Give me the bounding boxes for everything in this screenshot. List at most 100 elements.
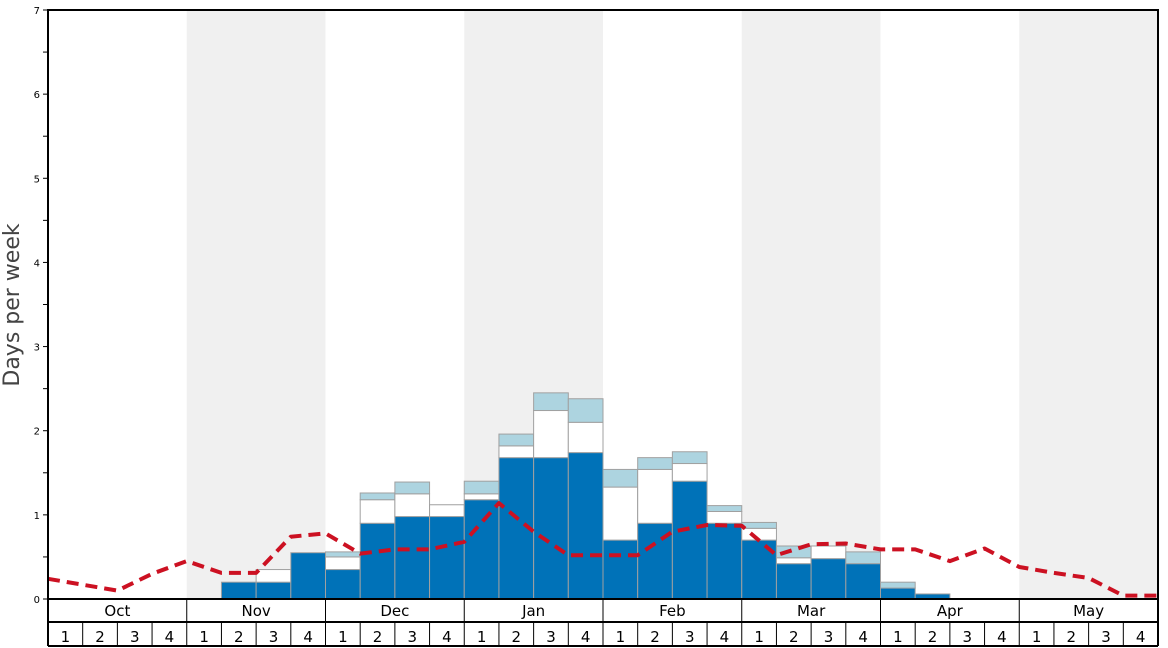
week-label: 2 (928, 628, 938, 646)
week-label: 4 (581, 628, 591, 646)
bar-segment-light (359, 492, 396, 501)
bar-segment-mid (671, 463, 708, 482)
week-label: 3 (824, 628, 834, 646)
bar-segment-dark (775, 563, 812, 600)
week-label: 1 (199, 628, 209, 646)
week-label: 2 (1067, 628, 1077, 646)
y-tick-label: 6 (34, 90, 40, 101)
bar-segment-light (671, 451, 708, 465)
bar-segment-dark (671, 480, 708, 600)
week-label: 3 (407, 628, 417, 646)
bar-segment-dark (845, 563, 881, 600)
week-label: 1 (754, 628, 764, 646)
month-label-nov: Nov (241, 602, 270, 620)
month-shade-nov (186, 10, 326, 599)
month-label-oct: Oct (104, 602, 130, 620)
month-label-mar: Mar (797, 602, 826, 620)
week-label: 3 (685, 628, 695, 646)
week-label: 2 (512, 628, 522, 646)
week-label: 4 (858, 628, 868, 646)
y-tick-label: 2 (34, 427, 40, 438)
bar-segment-dark (463, 499, 500, 600)
week-label: 4 (997, 628, 1007, 646)
bar-segment-light (706, 505, 743, 512)
week-label: 3 (962, 628, 972, 646)
bar-segment-mid (359, 499, 396, 524)
average-dashed-line (47, 501, 1158, 598)
bar-segment-light (533, 392, 569, 412)
y-tick-label: 4 (34, 258, 40, 269)
week-label: 4 (303, 628, 313, 646)
month-label-apr: Apr (937, 602, 964, 620)
bar-segment-dark (602, 539, 639, 600)
bar-segment-dark (220, 581, 257, 600)
y-tick-label: 5 (34, 174, 40, 185)
week-label: 3 (269, 628, 279, 646)
bar-segment-mid (394, 493, 431, 518)
bar-segment-mid (255, 569, 292, 583)
bar-segment-dark (394, 516, 431, 600)
month-label-feb: Feb (659, 602, 686, 620)
bar-segment-mid (498, 445, 535, 459)
bar-segment-dark (880, 587, 916, 600)
week-label: 2 (234, 628, 244, 646)
bar-segment-light (602, 468, 639, 488)
x-axis-table: Oct Nov Dec Jan Feb Mar Apr May 1 2 3 4 1 2 3 4 1 2 3 4 1 2 3 4… (47, 599, 1159, 647)
bar-segment-mid (325, 556, 361, 571)
y-axis-label: Days per week (0, 223, 25, 386)
bar-segment-dark (567, 452, 604, 600)
bar-segment-mid (637, 468, 673, 524)
week-label: 1 (61, 628, 71, 646)
month-label-may: May (1073, 602, 1104, 620)
bar-segment-light (741, 521, 777, 529)
week-label: 4 (720, 628, 730, 646)
week-label: 4 (165, 628, 175, 646)
y-axis: 0 1 2 3 4 5 6 7 (34, 6, 48, 606)
bar-segment-light (845, 551, 881, 565)
bar-segment-mid (429, 504, 465, 518)
bar-segment-dark (255, 581, 292, 600)
y-tick-label: 1 (34, 511, 40, 522)
month-shade-may (1019, 10, 1158, 599)
week-label: 1 (616, 628, 626, 646)
week-label: 3 (1101, 628, 1111, 646)
week-label: 4 (1136, 628, 1146, 646)
bar-segment-dark (325, 569, 361, 600)
week-label: 3 (546, 628, 556, 646)
bar-segment-mid (567, 421, 604, 454)
bar-segment-mid (775, 557, 812, 565)
y-tick-label: 7 (34, 6, 40, 17)
bar-segment-dark (359, 522, 396, 600)
bar-segment-dark (810, 558, 847, 600)
bar-segment-dark (429, 516, 465, 600)
week-label: 1 (893, 628, 903, 646)
month-label-jan: Jan (521, 602, 545, 620)
month-shade-mar (741, 10, 881, 599)
bar-segment-dark (533, 457, 569, 600)
week-label: 2 (95, 628, 105, 646)
bar-segment-mid (463, 493, 500, 501)
week-label: 2 (650, 628, 660, 646)
bar-segment-mid (533, 410, 569, 459)
bar-segment-dark (706, 522, 743, 600)
week-label: 4 (442, 628, 452, 646)
bar-segment-light (325, 551, 361, 558)
month-label-dec: Dec (380, 602, 409, 620)
week-label: 2 (789, 628, 799, 646)
bar-segment-light (880, 581, 916, 589)
bar-segment-mid (810, 545, 847, 560)
average-line-layer (47, 501, 1158, 598)
week-label: 1 (1032, 628, 1042, 646)
bar-segment-light (498, 433, 535, 447)
week-label: 2 (373, 628, 383, 646)
bar-segment-light (567, 398, 604, 423)
week-label: 1 (338, 628, 348, 646)
bar-segment-dark (290, 552, 326, 600)
bar-segment-mid (706, 510, 743, 524)
y-tick-label: 3 (34, 343, 40, 354)
week-label: 1 (477, 628, 487, 646)
month-shading (186, 10, 1158, 599)
week-label: 3 (130, 628, 140, 646)
bar-segment-light (394, 481, 431, 495)
